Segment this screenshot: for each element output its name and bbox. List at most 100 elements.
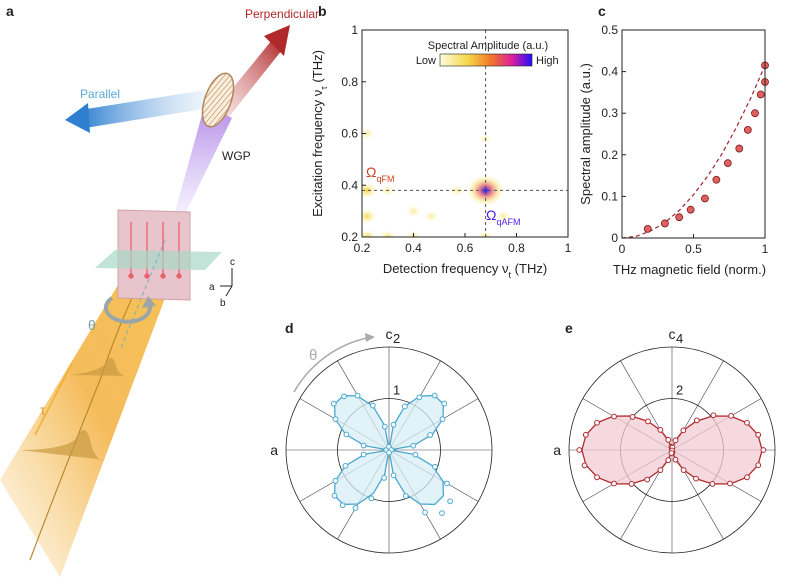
y-axis-label: Spectral amplitude (a.u.) [578, 63, 593, 205]
x-tick-label: 0.4 [405, 241, 422, 255]
crystal-axes [220, 268, 233, 297]
data-point [354, 392, 361, 399]
x-tick-label: 0 [619, 242, 626, 256]
heatmap-area [362, 127, 511, 237]
radial-grid [285, 346, 493, 554]
panel-label: b [318, 3, 327, 19]
delay-arrow [34, 362, 73, 436]
data-point [710, 412, 717, 419]
data-point [343, 431, 350, 438]
data-point [368, 495, 375, 502]
angle-label: a [553, 442, 561, 458]
data-point [441, 400, 448, 407]
heatmap-peak [362, 229, 377, 237]
data-point [611, 480, 617, 487]
data-point [675, 213, 684, 222]
data-point [727, 480, 733, 487]
perpendicular-arrow-head [264, 25, 290, 56]
x-tick-label: 0.6 [457, 241, 474, 255]
data-point [416, 394, 423, 401]
y-tick-label: 0.1 [601, 189, 618, 203]
data-point [582, 431, 589, 438]
y-tick-label: 0.4 [601, 65, 618, 79]
data-point [744, 419, 750, 426]
setup-diagram: Perpendicular Parallel WGP θ τ c a b [0, 7, 319, 577]
data-point [360, 442, 367, 449]
heatmap-peak [379, 230, 397, 237]
rotation-axis [119, 239, 166, 351]
x-axis-label: Detection frequency νt (THz) [383, 261, 547, 280]
angle-label: a [270, 442, 278, 458]
heatmap-peak [362, 127, 375, 140]
colorbar-title: Spectral Amplitude (a.u.) [428, 40, 548, 52]
data-point [755, 431, 762, 438]
data-point [668, 450, 675, 456]
probe-beam [175, 104, 232, 214]
axis-label: a [209, 282, 215, 293]
data-point [693, 417, 700, 424]
data-point [672, 456, 679, 463]
colorbar-low: Low [416, 55, 436, 67]
rotation-arrow [103, 296, 152, 324]
data-point [728, 412, 734, 419]
y-tick-label: 0.8 [341, 75, 358, 89]
data-point [444, 480, 450, 487]
data-point [386, 449, 392, 456]
panel-label: e [565, 320, 573, 336]
data-point [743, 125, 752, 134]
parallel-label: Parallel [80, 87, 120, 101]
data-point [611, 413, 617, 420]
x-tick-label: 0.2 [354, 241, 371, 255]
data-point [339, 502, 346, 509]
data-point [680, 427, 687, 434]
axis-label: c [230, 257, 235, 268]
x-axis-label: THz magnetic field (norm.) [613, 262, 766, 277]
data-point [381, 474, 387, 481]
label-part: Excitation frequency ν [310, 90, 325, 217]
data-point [341, 393, 347, 400]
wgp-label: WGP [222, 149, 251, 163]
y-tick-label: 0.4 [341, 178, 358, 192]
data-point [686, 205, 695, 214]
radial-tick-label: 4 [676, 331, 683, 346]
label-part: Detection frequency ν [383, 261, 509, 276]
data-point [594, 419, 600, 426]
data-point [439, 416, 446, 423]
heatmap-peak [362, 208, 377, 224]
x-tick-label: 1 [762, 242, 769, 256]
subscript: qAFM [496, 217, 520, 227]
data-point [755, 462, 762, 469]
radial-tick-label: 2 [676, 383, 683, 398]
data-point [342, 462, 349, 469]
data-point [661, 219, 669, 228]
data-point [330, 400, 337, 407]
data-point [331, 492, 338, 499]
data-point [402, 493, 409, 499]
pulse [70, 357, 130, 377]
data-point [439, 510, 445, 517]
data-point [628, 481, 635, 487]
data-point [390, 472, 397, 479]
heatmap-peak [450, 184, 465, 197]
heatmap-peak [466, 174, 505, 207]
y-tick-label: 0.2 [341, 230, 358, 244]
data-point [427, 432, 434, 438]
subscript: τ [319, 86, 329, 90]
y-tick-label: 0.3 [601, 106, 618, 120]
radial-tick-label: 2 [393, 331, 400, 346]
subscript: qFM [376, 174, 394, 184]
axis-label: b [220, 298, 226, 309]
scan-plane [95, 250, 222, 270]
colorbar [439, 53, 533, 67]
heatmap-peak [424, 210, 439, 223]
data-point [352, 505, 359, 511]
data-point [629, 413, 636, 420]
data-point [381, 423, 388, 430]
x-tick-label: 1 [565, 241, 572, 255]
data-point [422, 509, 428, 516]
data-point [701, 194, 709, 203]
data-point [645, 418, 651, 425]
radial-tick-label: 1 [393, 383, 400, 398]
perpendicular-label: Perpendicular [245, 7, 319, 21]
